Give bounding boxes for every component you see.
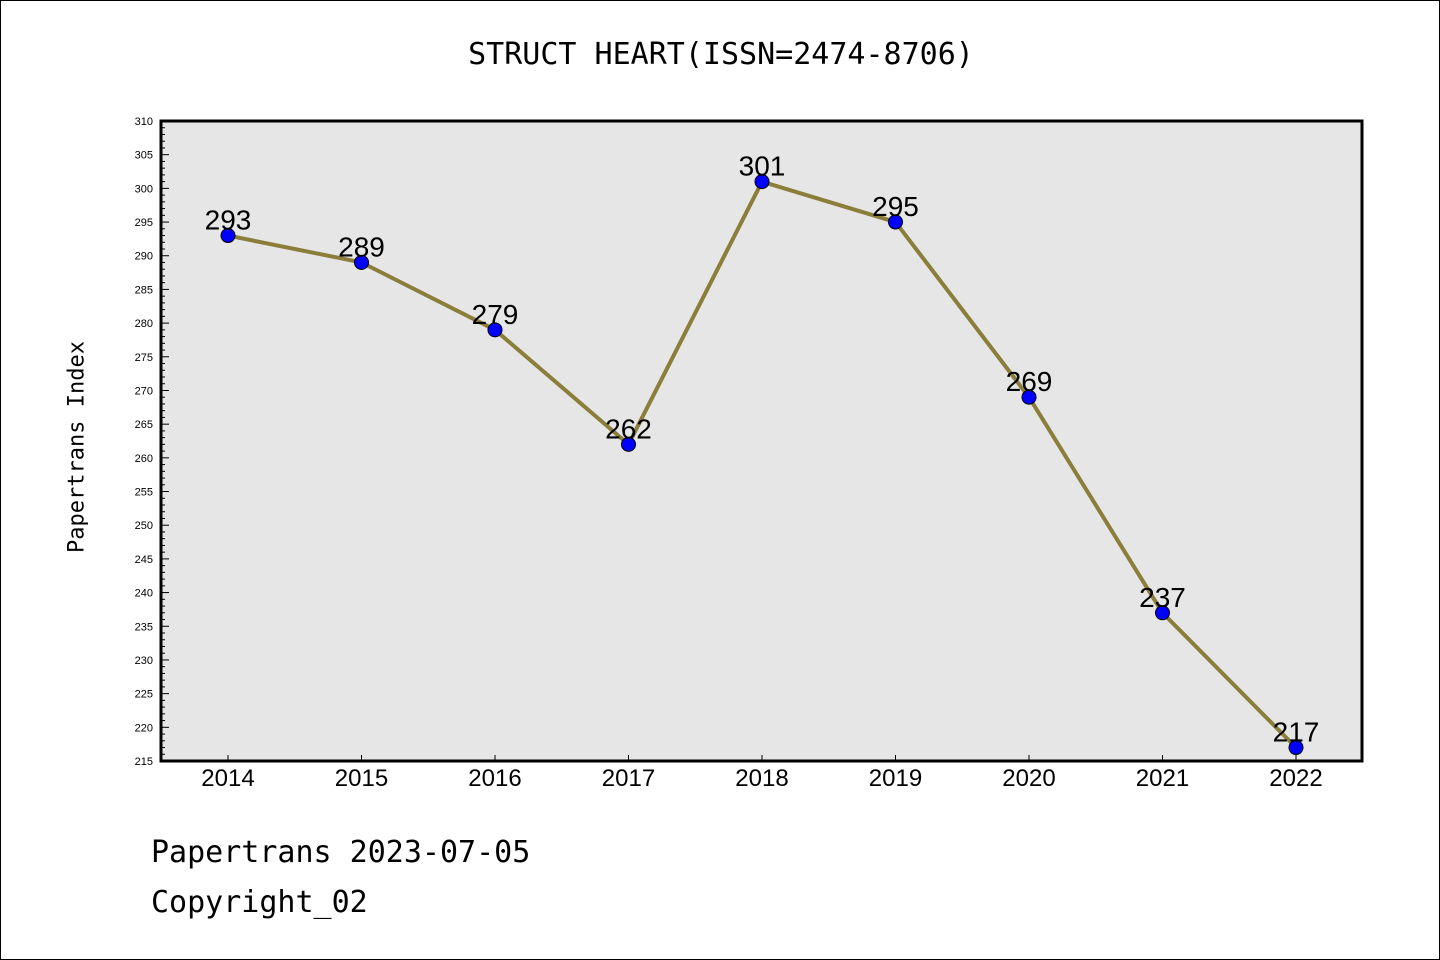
- y-tick-label: 220: [135, 722, 153, 734]
- y-tick-label: 215: [135, 756, 153, 768]
- y-tick-label: 270: [135, 385, 153, 397]
- y-tick-label: 255: [135, 487, 153, 499]
- x-tick-label: 2022: [1269, 765, 1322, 792]
- y-tick-label: 265: [135, 419, 153, 431]
- data-point: [487, 322, 503, 338]
- x-tick-label: 2016: [468, 765, 521, 792]
- plot-area-background: [161, 121, 1362, 761]
- data-point: [1021, 389, 1037, 405]
- y-tick-label: 280: [135, 318, 153, 330]
- y-tick-label: 245: [135, 554, 153, 566]
- y-tick-label: 240: [135, 588, 153, 600]
- y-tick-label: 225: [135, 689, 153, 701]
- chart-title: STRUCT HEART(ISSN=2474-8706): [468, 37, 974, 72]
- data-point: [621, 436, 636, 452]
- x-tick-label: 2020: [1002, 765, 1055, 792]
- data-label: 262: [605, 413, 652, 444]
- y-tick-label: 305: [135, 150, 153, 162]
- data-label: 301: [739, 151, 786, 182]
- y-tick-label: 250: [135, 520, 153, 532]
- y-tick-label: 310: [135, 116, 153, 128]
- x-tick-label: 2019: [869, 765, 922, 792]
- data-point: [754, 174, 770, 190]
- data-point: [354, 254, 369, 270]
- data-label: 269: [1006, 366, 1053, 397]
- y-tick-label: 300: [135, 183, 153, 195]
- y-tick-label: 295: [135, 217, 153, 229]
- x-tick-label: 2021: [1136, 765, 1189, 792]
- data-point: [1288, 740, 1304, 756]
- x-tick-label: 2017: [602, 765, 655, 792]
- data-point: [1155, 605, 1170, 621]
- x-tick-label: 2015: [335, 765, 388, 792]
- data-label: 289: [338, 231, 385, 262]
- data-label: 279: [472, 299, 519, 330]
- data-label: 295: [872, 191, 919, 222]
- x-tick-label: 2018: [735, 765, 788, 792]
- data-label: 237: [1139, 582, 1186, 613]
- data-label: 217: [1273, 717, 1320, 748]
- y-tick-label: 290: [135, 251, 153, 263]
- footer-copyright: Copyright_02: [151, 885, 368, 920]
- y-tick-label: 260: [135, 453, 153, 465]
- y-tick-label: 285: [135, 284, 153, 296]
- footer-date-line: Papertrans 2023-07-05: [151, 835, 531, 870]
- y-tick-label: 235: [135, 621, 153, 633]
- y-tick-label: 230: [135, 655, 153, 667]
- data-point: [888, 214, 903, 230]
- y-tick-label: 275: [135, 352, 153, 364]
- data-point: [220, 228, 236, 244]
- x-tick-label: 2014: [201, 765, 254, 792]
- plot-area-border: [159, 119, 1364, 763]
- data-label: 293: [205, 205, 252, 236]
